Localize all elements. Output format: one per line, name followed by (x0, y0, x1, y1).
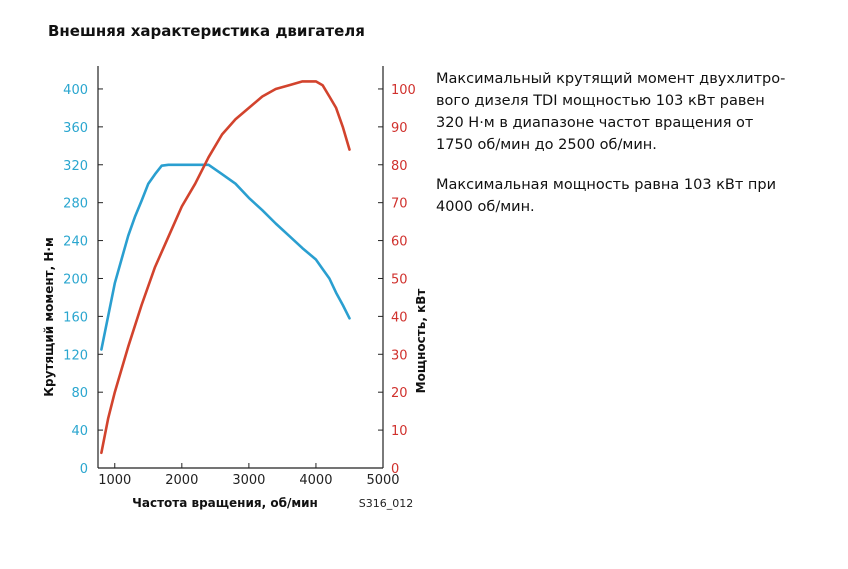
x-axis-title: Частота вращения, об/мин (132, 496, 318, 510)
y-left-axis-title: Крутящий момент, Н·м (42, 237, 56, 397)
y-left-tick-label: 160 (63, 310, 88, 325)
y-right-tick-label: 40 (391, 310, 408, 325)
torque-description-line: 1750 об/мин до 2500 об/мин. (436, 137, 657, 153)
torque-description-line: Максимальный крутящий момент двухлитро- (436, 71, 786, 87)
torque-description-line: вого дизеля TDI мощностью 103 кВт равен (436, 93, 765, 109)
y-right-tick-label: 50 (391, 272, 408, 287)
y-right-tick-label: 100 (391, 83, 416, 98)
x-tick-label: 2000 (165, 473, 198, 488)
torque-description: Максимальный крутящий момент двухлитро- … (436, 68, 796, 156)
y-left-tick-label: 240 (63, 235, 88, 250)
y-right-tick-label: 0 (391, 462, 399, 477)
x-tick-label: 1000 (98, 473, 131, 488)
x-tick-label: 5000 (366, 473, 399, 488)
x-tick-label: 3000 (232, 473, 265, 488)
y-left-tick-label: 200 (63, 272, 88, 287)
y-left-tick-label: 0 (80, 462, 88, 477)
x-tick-label: 4000 (299, 473, 332, 488)
y-right-tick-label: 10 (391, 424, 408, 439)
y-right-tick-label: 20 (391, 386, 408, 401)
y-right-tick-label: 70 (391, 197, 408, 212)
torque-curve (100, 163, 351, 351)
y-left-tick-label: 120 (63, 348, 88, 363)
y-right-tick-label: 90 (391, 121, 408, 136)
power-curve (100, 80, 351, 455)
y-right-tick-label: 60 (391, 235, 408, 250)
torque-description-line: 320 Н·м в диапазоне частот вращения от (436, 115, 754, 131)
y-right-tick-label: 30 (391, 348, 408, 363)
y-left-tick-label: 80 (71, 386, 88, 401)
power-description-line: Максимальная мощность равна 103 кВт при (436, 177, 777, 193)
y-left-tick-label: 280 (63, 197, 88, 212)
figure-code: S316_012 (359, 497, 413, 510)
power-description-line: 4000 об/мин. (436, 199, 535, 215)
y-left-tick-label: 40 (71, 424, 88, 439)
y-right-tick-label: 80 (391, 159, 408, 174)
y-left-tick-label: 400 (63, 83, 88, 98)
y-left-tick-label: 320 (63, 159, 88, 174)
chart-title: Внешняя характеристика двигателя (48, 22, 365, 40)
power-description: Максимальная мощность равна 103 кВт при … (436, 174, 796, 218)
y-right-axis-title: Мощность, кВт (414, 289, 428, 394)
y-left-tick-label: 360 (63, 121, 88, 136)
